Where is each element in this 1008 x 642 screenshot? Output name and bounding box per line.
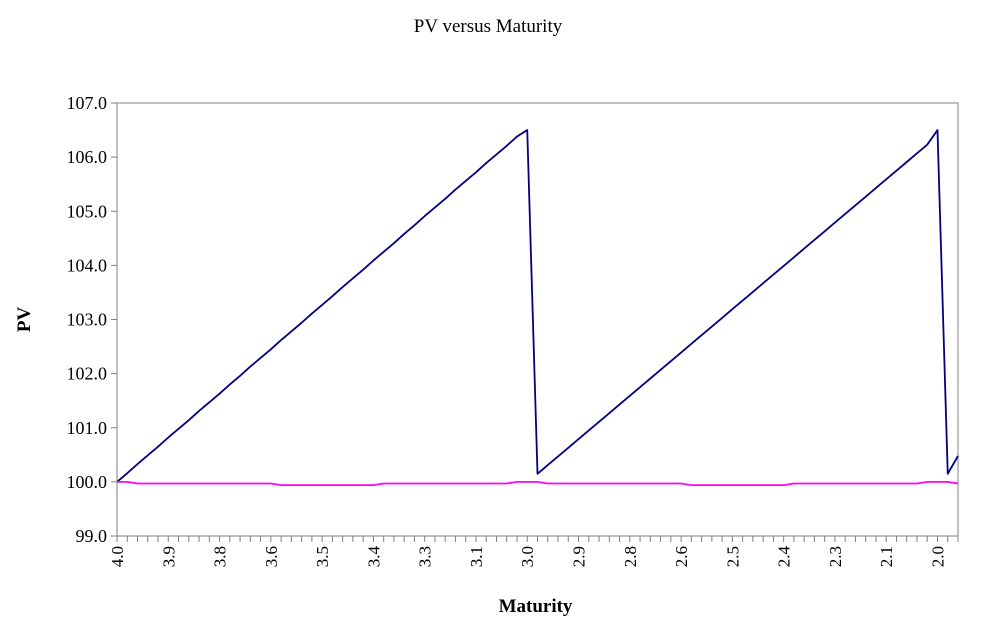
series-layer [116,129,959,487]
y-tick-label: 103.0 [67,310,108,330]
x-axis: 4.0 3.9 3.8 3.6 3.5 3.4 3.3 3.1 3.0 2.9 2.8 2.6 2.5 2… [108,536,959,568]
series-line-2 [117,480,959,487]
x-tick-label: 3.4 [364,546,383,568]
x-tick-label: 3.5 [313,546,332,567]
y-tick-label: 101.0 [67,418,108,438]
y-tick-label: 105.0 [67,201,108,221]
x-tick-label: 3.9 [159,546,178,567]
y-tick-label: 100.0 [67,472,108,492]
x-tick-label: 2.5 [723,546,742,567]
chart-title: PV versus Maturity [414,16,563,37]
x-tick-label: 3.3 [416,546,435,567]
y-tick-label: 102.0 [67,364,108,384]
x-tick-label: 3.8 [211,546,230,567]
x-tick-label: 2.4 [775,546,794,568]
x-axis-title: Maturity [499,596,573,617]
x-tick-label: 2.1 [877,546,896,567]
y-axis-title: PV [14,307,35,333]
y-tick-label: 106.0 [67,147,108,167]
y-tick-label: 107.0 [67,93,108,113]
series-line-1 [116,129,959,483]
x-tick-label: 2.6 [672,546,691,567]
x-tick-label: 3.6 [262,546,281,567]
x-tick-label: 2.9 [570,546,589,567]
y-tick-label: 104.0 [67,255,108,275]
x-tick-label: 2.8 [621,546,640,567]
x-tick-label: 2.3 [826,546,845,567]
y-tick-label: 99.0 [76,526,108,546]
y-axis: 99.0 100.0 101.0 102.0 103.0 104.0 105.0 106.0 1… [67,93,117,546]
x-tick-label: 2.0 [928,546,947,567]
x-tick-label: 3.1 [467,546,486,567]
x-tick-label: 3.0 [518,546,537,567]
x-tick-label: 4.0 [108,546,127,567]
